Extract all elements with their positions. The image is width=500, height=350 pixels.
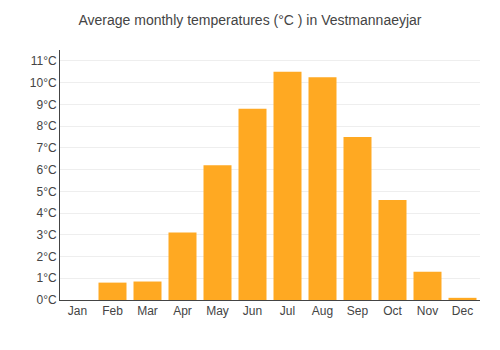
svg-text:Mar: Mar <box>137 304 158 318</box>
svg-text:Feb: Feb <box>102 304 123 318</box>
svg-text:Jan: Jan <box>68 304 87 318</box>
svg-text:0°C: 0°C <box>36 293 56 307</box>
svg-text:Apr: Apr <box>173 304 192 318</box>
svg-text:Aug: Aug <box>312 304 333 318</box>
svg-text:Jun: Jun <box>243 304 262 318</box>
svg-text:Sep: Sep <box>347 304 369 318</box>
svg-text:Dec: Dec <box>452 304 473 318</box>
svg-text:6°C: 6°C <box>36 163 56 177</box>
svg-text:Nov: Nov <box>417 304 438 318</box>
svg-text:10°C: 10°C <box>30 76 57 90</box>
svg-text:Average monthly temperatures (: Average monthly temperatures (°C ) in Ve… <box>78 12 421 28</box>
svg-text:11°C: 11°C <box>31 54 57 68</box>
svg-text:1°C: 1°C <box>36 271 56 285</box>
svg-text:3°C: 3°C <box>36 228 56 242</box>
svg-text:2°C: 2°C <box>36 250 56 264</box>
svg-text:5°C: 5°C <box>36 185 56 199</box>
svg-text:May: May <box>206 304 229 318</box>
svg-text:Jul: Jul <box>280 304 295 318</box>
svg-text:7°C: 7°C <box>36 141 56 155</box>
svg-text:8°C: 8°C <box>36 119 56 133</box>
svg-text:Oct: Oct <box>383 304 402 318</box>
svg-text:4°C: 4°C <box>36 206 56 220</box>
svg-text:9°C: 9°C <box>36 98 56 112</box>
